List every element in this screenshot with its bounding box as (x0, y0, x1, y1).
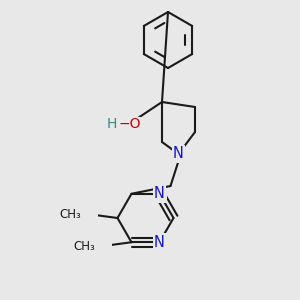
FancyBboxPatch shape (83, 240, 112, 253)
FancyBboxPatch shape (70, 208, 98, 220)
Text: CH₃: CH₃ (74, 240, 95, 253)
Text: N: N (173, 146, 184, 161)
Text: −O: −O (119, 117, 142, 131)
Text: N: N (154, 235, 165, 250)
FancyBboxPatch shape (101, 117, 141, 131)
Text: N: N (154, 186, 165, 201)
Text: H: H (106, 117, 117, 131)
FancyBboxPatch shape (152, 236, 167, 248)
FancyBboxPatch shape (152, 188, 167, 200)
FancyBboxPatch shape (172, 148, 185, 160)
Text: CH₃: CH₃ (60, 208, 82, 220)
